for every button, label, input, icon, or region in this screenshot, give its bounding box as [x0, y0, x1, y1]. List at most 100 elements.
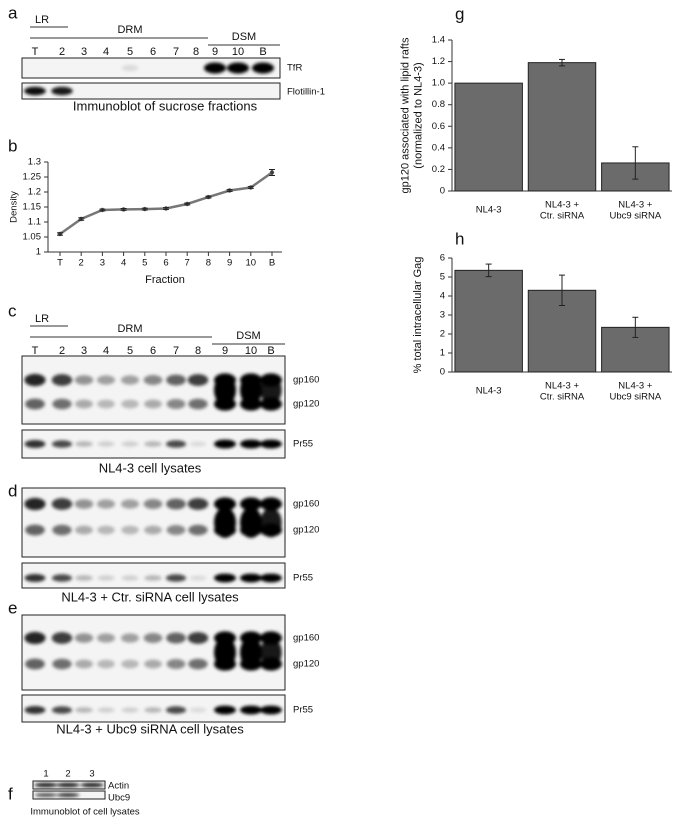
band: [34, 793, 58, 797]
band: [96, 633, 116, 643]
y-axis-label: gp120 associated with lipid rafts(normal…: [399, 37, 424, 193]
error-bar: [559, 58, 565, 67]
band: [144, 441, 162, 447]
y-tick-label: 1.4: [432, 35, 445, 46]
band: [260, 705, 282, 715]
band: [187, 632, 209, 644]
y-tick-label: 1: [440, 348, 445, 359]
panel-letter: b: [8, 136, 17, 155]
band-label: gp160: [293, 375, 319, 386]
x-tick-label: 8: [206, 258, 211, 269]
group-label: LR: [35, 313, 49, 325]
panel-letter: g: [455, 4, 464, 23]
bands: [24, 631, 282, 671]
y-tick-label: 0.8: [432, 99, 445, 110]
x-tick-label: 4: [121, 258, 126, 269]
band: [166, 498, 186, 510]
band: [166, 399, 186, 409]
band: [51, 706, 73, 714]
lane-label: 5: [127, 345, 133, 357]
panel-letter: h: [455, 229, 464, 248]
band: [75, 525, 93, 535]
error-bar: [269, 169, 275, 176]
band: [51, 498, 73, 510]
y-tick-label: 1.05: [23, 232, 42, 243]
y-tick-label: 3: [440, 310, 445, 321]
x-tick-label: NL4-3 + Ubc9 siRNA: [609, 380, 661, 402]
band: [24, 86, 46, 96]
bar: [454, 269, 523, 373]
band: [260, 497, 282, 511]
bands: [24, 86, 73, 96]
band: [75, 399, 93, 409]
band: [75, 441, 93, 447]
y-tick-label: 1.2: [28, 187, 41, 198]
caption: NL4-3 + Ctr. siRNA cell lysates: [61, 589, 239, 604]
band: [24, 574, 46, 582]
band-label: gp120: [293, 399, 319, 410]
lane-label: 4: [103, 46, 109, 58]
band: [240, 573, 262, 583]
band: [252, 62, 274, 74]
bar: [454, 82, 523, 192]
band: [121, 659, 139, 669]
band: [121, 64, 139, 72]
band: [121, 399, 139, 409]
group-label: DSM: [232, 31, 256, 43]
lane-label: 3: [81, 345, 87, 357]
band: [188, 524, 208, 536]
band: [52, 658, 72, 670]
band: [144, 707, 162, 713]
band: [24, 373, 46, 387]
blot: [21, 355, 286, 425]
panel-letter: e: [8, 598, 17, 617]
band: [188, 658, 208, 670]
error-bar: [57, 232, 63, 236]
error-bar: [559, 274, 565, 306]
band: [24, 706, 46, 714]
lane-label: 4: [103, 345, 109, 357]
lane-label: 1: [43, 769, 48, 780]
band: [188, 398, 208, 410]
band: [96, 499, 116, 509]
band-label: Actin: [108, 781, 129, 792]
bands: [24, 439, 282, 449]
y-tick-label: 0.6: [432, 121, 445, 132]
band: [34, 782, 58, 788]
band: [75, 575, 93, 581]
error-bar: [184, 202, 191, 206]
error-bar: [247, 186, 254, 189]
band: [24, 497, 46, 511]
band-label: gp120: [293, 659, 319, 670]
y-axis-label: % total intracellular Gag: [412, 257, 424, 374]
y-tick-label: 4: [440, 291, 445, 302]
band-label: Flotillin-1: [287, 87, 325, 98]
error-bar: [163, 207, 169, 210]
band: [214, 497, 236, 511]
blot: [21, 82, 281, 100]
lane-label: 6: [150, 345, 156, 357]
band: [143, 375, 163, 385]
band: [75, 659, 93, 669]
band: [166, 374, 186, 386]
band: [165, 574, 187, 582]
band: [260, 507, 282, 538]
lane-label: 2: [59, 345, 65, 357]
bands: [24, 705, 282, 715]
band: [189, 441, 207, 447]
band: [97, 659, 115, 669]
band: [121, 525, 139, 535]
band: [240, 439, 262, 449]
band: [51, 440, 73, 448]
y-tick-label: 2: [440, 329, 445, 340]
y-tick-label: 1: [36, 247, 41, 258]
band: [121, 575, 139, 581]
blot: [32, 790, 106, 800]
band-label: Pr55: [293, 439, 313, 450]
band: [74, 633, 94, 643]
y-tick-label: 0.2: [432, 164, 445, 175]
band: [214, 374, 236, 406]
band: [97, 441, 115, 447]
band-label: TfR: [287, 63, 302, 74]
